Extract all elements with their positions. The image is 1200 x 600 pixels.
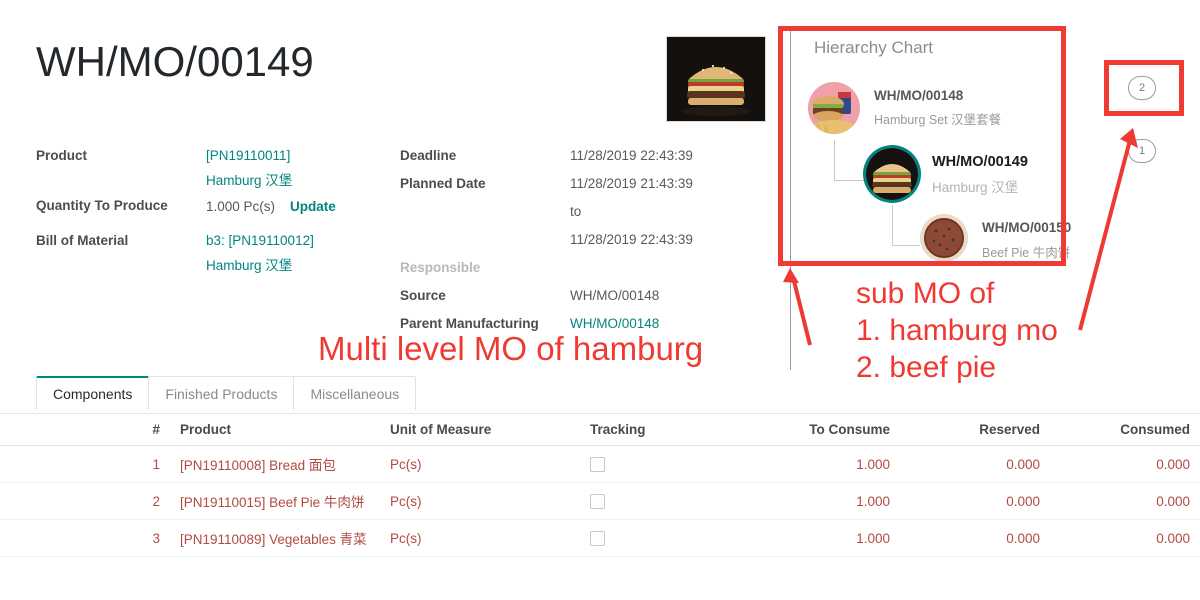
connector-line-1-vertical	[834, 140, 835, 180]
tracking-checkbox[interactable]	[590, 493, 605, 509]
cell-to-consume[interactable]: 1.000	[750, 445, 900, 483]
field-value-planned-date-separator: to	[570, 204, 582, 219]
cell-to-consume[interactable]: 1.000	[750, 482, 900, 520]
update-quantity-button[interactable]: Update	[290, 199, 336, 214]
arrow-to-hierarchy-box	[783, 268, 812, 346]
field-value-parent-manufacturing[interactable]: WH/MO/00148	[570, 316, 659, 331]
annotation-note-left: Multi level MO of hamburg	[318, 330, 704, 367]
product-name-link[interactable]: Hamburg 汉堡	[206, 173, 293, 188]
cell-to-consume[interactable]: 1.000	[750, 519, 900, 557]
tab-bar: Components Finished Products Miscellaneo…	[36, 376, 417, 410]
hierarchy-node-code-00149[interactable]: WH/MO/00149	[932, 154, 1028, 170]
cell-tracking	[580, 445, 750, 483]
hierarchy-node-desc-00149: Hamburg 汉堡	[932, 180, 1019, 195]
hamburg-illustration	[866, 148, 918, 200]
product-image	[666, 36, 766, 122]
cell-consumed[interactable]: 0.000	[1050, 445, 1200, 483]
field-value-planned-date-start: 11/28/2019 21:43:39	[570, 176, 693, 191]
hamburger-illustration	[667, 37, 765, 121]
connector-line-2-vertical	[892, 205, 893, 245]
bom-name-link[interactable]: Hamburg 汉堡	[206, 258, 293, 273]
field-value-planned-date-end: 11/28/2019 22:43:39	[570, 232, 693, 247]
cell-reserved: 0.000	[900, 482, 1050, 520]
field-value-source: WH/MO/00148	[570, 288, 660, 303]
tab-underline	[0, 413, 1200, 414]
cell-consumed[interactable]: 0.000	[1050, 482, 1200, 520]
hierarchy-chart-panel: Hierarchy Chart	[792, 30, 1071, 262]
update-link-label[interactable]: Update	[290, 199, 336, 214]
field-label-source: Source	[400, 288, 446, 303]
tab-components[interactable]: Components	[36, 376, 150, 410]
connector-line-1-horizontal	[834, 180, 864, 181]
cell-product[interactable]: [PN19110008] Bread 面包	[170, 445, 380, 483]
annotation-note-right-line3: 2. beef pie	[856, 351, 997, 384]
field-value-quantity: 1.000 Pc(s)	[206, 199, 276, 214]
column-header-number[interactable]: #	[0, 414, 170, 446]
field-label-parent-manufacturing: Parent Manufacturing	[400, 316, 539, 331]
tab-finished-products[interactable]: Finished Products	[148, 376, 295, 410]
cell-tracking	[580, 519, 750, 557]
hamburg-avatar[interactable]	[866, 148, 918, 200]
tracking-checkbox[interactable]	[590, 456, 605, 472]
cell-uom: Pc(s)	[380, 445, 580, 483]
status-badge-bottom[interactable]: 1	[1128, 139, 1156, 163]
status-badge-top[interactable]: 2	[1128, 76, 1156, 100]
product-code-link[interactable]: [PN19110011]	[206, 148, 291, 163]
column-header-to-consume[interactable]: To Consume	[750, 414, 900, 446]
cell-product[interactable]: [PN19110015] Beef Pie 牛肉饼	[170, 482, 380, 520]
components-table: # Product Unit of Measure Tracking To Co…	[0, 414, 1200, 557]
hierarchy-node-desc-00148: Hamburg Set 汉堡套餐	[874, 113, 1002, 127]
cell-number: 1	[0, 445, 170, 483]
annotation-note-right: sub MO of 1. hamburg mo 2. beef pie	[856, 275, 1058, 386]
hamburg-set-avatar[interactable]	[808, 82, 860, 134]
cell-reserved: 0.000	[900, 519, 1050, 557]
arrow-to-counter-badge	[1078, 128, 1138, 331]
field-value-product-name[interactable]: Hamburg 汉堡	[206, 169, 292, 189]
panel-divider	[790, 30, 791, 370]
cell-consumed[interactable]: 0.000	[1050, 519, 1200, 557]
cell-number: 3	[0, 519, 170, 557]
field-label-responsible: Responsible	[400, 260, 481, 275]
hierarchy-chart-title: Hierarchy Chart	[814, 38, 934, 57]
page-title: WH/MO/00149	[36, 38, 314, 85]
field-value-product-code[interactable]: [PN19110011]	[206, 148, 290, 163]
tracking-checkbox[interactable]	[590, 530, 605, 546]
column-header-consumed[interactable]: Consumed	[1050, 414, 1200, 446]
table-row[interactable]: 3 [PN19110089] Vegetables 青菜 Pc(s) 1.000…	[0, 519, 1200, 557]
column-header-uom[interactable]: Unit of Measure	[380, 414, 580, 446]
field-label-planned-date: Planned Date	[400, 176, 486, 191]
field-value-bom-name[interactable]: Hamburg 汉堡	[206, 254, 292, 274]
field-label-deadline: Deadline	[400, 148, 457, 163]
field-value-deadline: 11/28/2019 22:43:39	[570, 148, 693, 163]
cell-product[interactable]: [PN19110089] Vegetables 青菜	[170, 519, 380, 557]
tab-miscellaneous[interactable]: Miscellaneous	[293, 376, 417, 410]
cell-number: 2	[0, 482, 170, 520]
table-header-row: # Product Unit of Measure Tracking To Co…	[0, 414, 1200, 446]
bom-code-link[interactable]: b3: [PN19110012]	[206, 233, 314, 248]
cell-uom: Pc(s)	[380, 482, 580, 520]
table-row[interactable]: 1 [PN19110008] Bread 面包 Pc(s) 1.000 0.00…	[0, 445, 1200, 483]
field-label-bill-of-material: Bill of Material	[36, 233, 129, 248]
field-label-product: Product	[36, 148, 88, 163]
cell-tracking	[580, 482, 750, 520]
field-value-bom-code[interactable]: b3: [PN19110012]	[206, 233, 314, 248]
column-header-tracking[interactable]: Tracking	[580, 414, 750, 446]
connector-line-2-horizontal	[892, 245, 920, 246]
hamburg-set-illustration	[808, 82, 860, 134]
hierarchy-node-code-00148[interactable]: WH/MO/00148	[874, 88, 964, 103]
beef-pie-illustration	[920, 214, 968, 262]
field-label-quantity-to-produce: Quantity To Produce	[36, 198, 168, 213]
column-header-product[interactable]: Product	[170, 414, 380, 446]
cell-uom: Pc(s)	[380, 519, 580, 557]
cell-reserved: 0.000	[900, 445, 1050, 483]
annotation-note-right-line1: sub MO of	[856, 277, 995, 310]
hierarchy-node-desc-00150: Beef Pie 牛肉饼	[982, 246, 1071, 260]
hierarchy-node-code-00150[interactable]: WH/MO/00150	[982, 220, 1072, 235]
parent-manufacturing-link[interactable]: WH/MO/00148	[570, 316, 660, 331]
beef-pie-avatar[interactable]	[920, 214, 968, 262]
table-row[interactable]: 2 [PN19110015] Beef Pie 牛肉饼 Pc(s) 1.000 …	[0, 482, 1200, 520]
annotation-note-right-line2: 1. hamburg mo	[856, 314, 1058, 347]
column-header-reserved[interactable]: Reserved	[900, 414, 1050, 446]
